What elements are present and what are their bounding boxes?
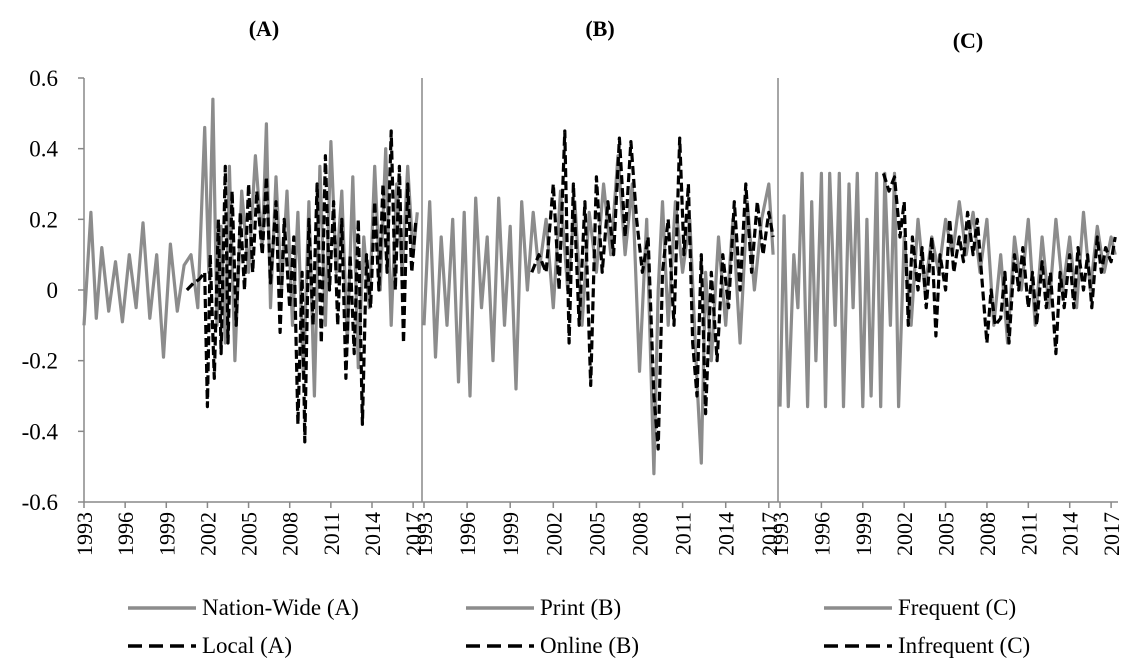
y-tick-label: 0.4 — [29, 137, 58, 162]
x-tick-label: 2002 — [892, 512, 917, 556]
x-tick-label: 2011 — [319, 512, 344, 555]
series-line — [881, 172, 1117, 356]
x-tick-label: 2014 — [714, 512, 739, 556]
plot-series — [82, 97, 1117, 476]
x-tick-label: 2005 — [237, 512, 262, 556]
y-tick-label: 0.6 — [29, 66, 58, 91]
x-tick-label: 2005 — [934, 512, 959, 556]
panel-title: (A) — [249, 16, 280, 41]
y-tick-label: 0.2 — [29, 207, 58, 232]
legend-label: Frequent (C) — [898, 595, 1016, 620]
panel-title: (C) — [953, 28, 984, 53]
x-tick-label: 1996 — [809, 512, 834, 556]
legend-label: Infrequent (C) — [898, 633, 1030, 658]
x-tick-label: 1999 — [154, 512, 179, 556]
x-tick-label: 1993 — [768, 512, 793, 556]
legend-label: Online (B) — [540, 633, 639, 658]
x-tick-label: 2008 — [628, 512, 653, 556]
y-axis: 0.6 0.4 0.2 0 -0.2 -0.4 -0.6 — [22, 66, 85, 515]
series-line — [82, 97, 419, 398]
x-tick-label: 1999 — [851, 512, 876, 556]
legend-label: Local (A) — [202, 633, 292, 658]
panel-title: (B) — [585, 16, 614, 41]
legend-label: Nation-Wide (A) — [202, 595, 359, 620]
x-tick-label: 2008 — [975, 512, 1000, 556]
x-tick-label: 2002 — [541, 512, 566, 556]
series-line — [185, 129, 418, 444]
panel-plot — [422, 129, 775, 476]
x-tick-label: 2014 — [1058, 512, 1083, 556]
x-tick-label: 1996 — [113, 512, 138, 556]
x-tick-label: 2005 — [584, 512, 609, 556]
panel-titles: (A) (B) (C) — [249, 16, 984, 53]
x-tick-label: 1996 — [455, 512, 480, 556]
y-tick-label: -0.2 — [22, 349, 58, 374]
series-line — [530, 129, 775, 451]
y-tick-label: -0.6 — [22, 490, 58, 515]
x-tick-label: 2011 — [671, 512, 696, 555]
legend-label: Print (B) — [540, 595, 621, 620]
legend: Nation-Wide (A) Local (A) Print (B) Online … — [128, 595, 1030, 658]
x-tick-label: 2017 — [401, 512, 426, 556]
panel-plot — [82, 97, 419, 444]
x-tick-label: 1999 — [498, 512, 523, 556]
y-tick-label: 0 — [47, 278, 59, 303]
x-tick-label: 2017 — [1099, 512, 1124, 556]
x-tick-label: 2011 — [1016, 512, 1041, 555]
x-tick-label: 2014 — [360, 512, 385, 556]
x-tick-label: 1993 — [412, 512, 437, 556]
x-tick-label: 1993 — [72, 512, 97, 556]
series-line — [422, 154, 775, 476]
x-tick-label: 2017 — [757, 512, 782, 556]
panel-plot — [778, 171, 1117, 409]
x-tick-label: 2002 — [195, 512, 220, 556]
y-tick-label: -0.4 — [22, 419, 59, 444]
x-axis-ticks: 1993 1996 1999 2002 2005 2008 2011 2014 20171993… — [72, 502, 1124, 556]
x-tick-label: 2008 — [278, 512, 303, 556]
